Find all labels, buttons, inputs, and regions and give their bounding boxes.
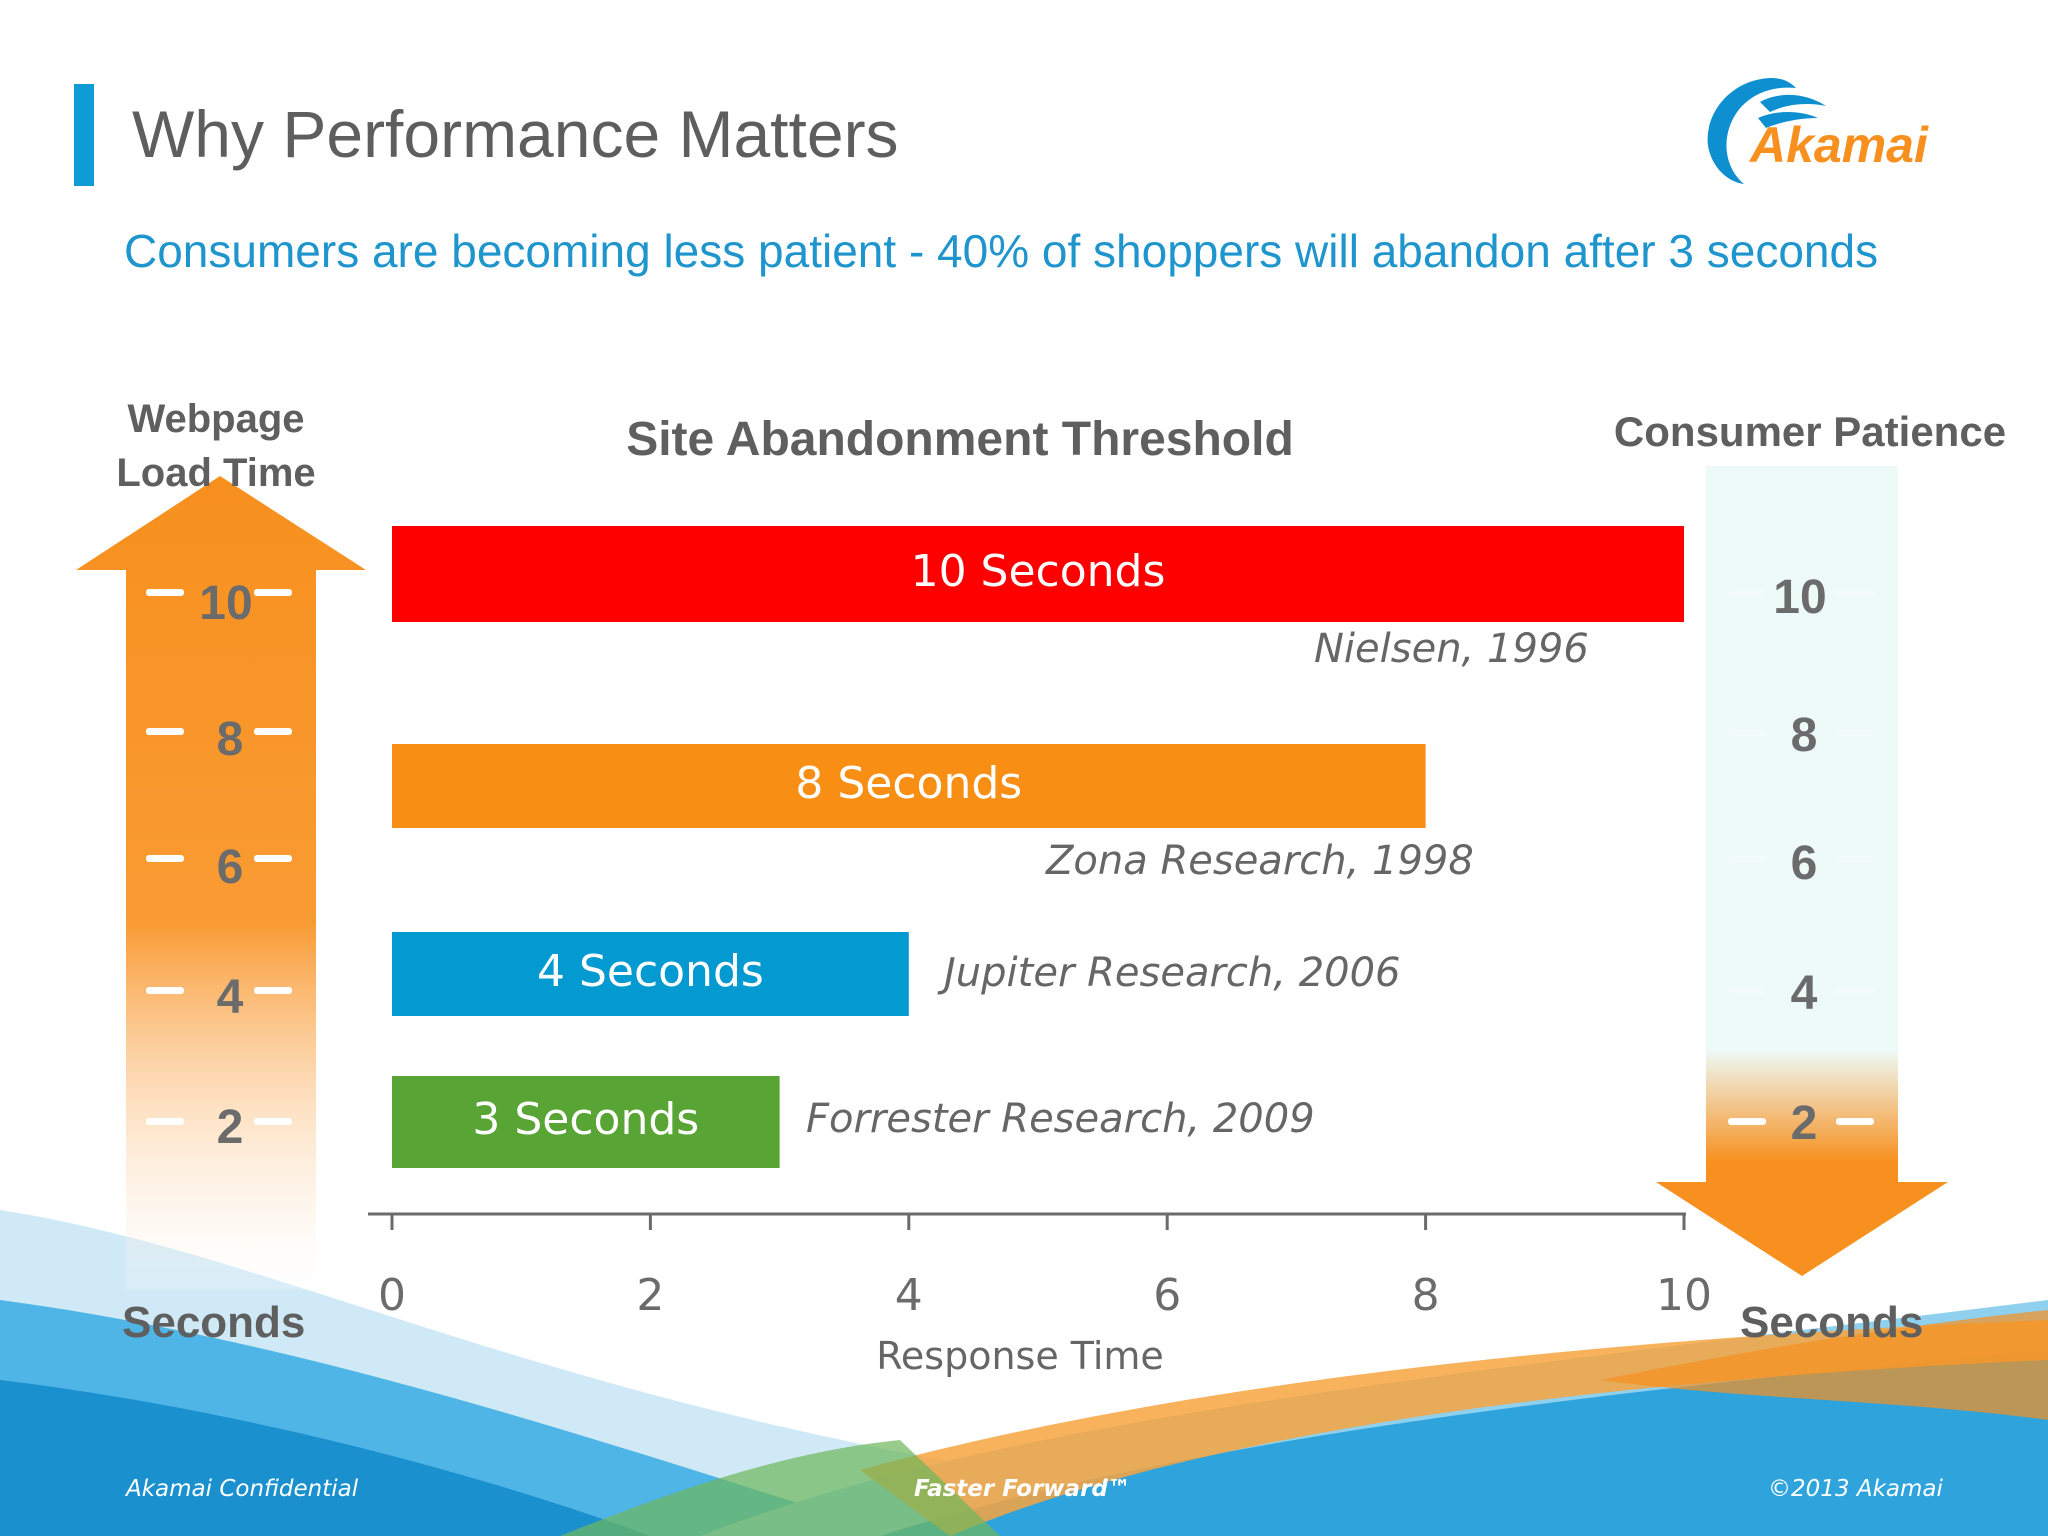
scale-dash bbox=[1836, 856, 1874, 863]
slide-subtitle: Consumers are becoming less patient - 40… bbox=[124, 225, 1879, 277]
patience-tick-8: 8 bbox=[1790, 709, 1818, 762]
scale-dash bbox=[146, 728, 184, 735]
patience-tick-10: 10 bbox=[1773, 571, 1827, 624]
scale-dash bbox=[1836, 1118, 1874, 1125]
scale-dash bbox=[1728, 1118, 1766, 1125]
x-tick-label: 2 bbox=[636, 1270, 665, 1321]
scale-dash bbox=[1836, 987, 1874, 994]
bar-3 bbox=[392, 932, 909, 1016]
patience-unit: Seconds bbox=[1740, 1298, 1924, 1347]
x-tick-label: 4 bbox=[894, 1270, 923, 1321]
x-tick-label: 10 bbox=[1656, 1270, 1712, 1321]
scale-dash bbox=[146, 1118, 184, 1125]
logo-text: Akamai bbox=[1748, 117, 1929, 173]
x-axis-label: Response Time bbox=[876, 1334, 1164, 1378]
akamai-logo: Akamai bbox=[1707, 78, 1929, 184]
consumer-patience-title: Consumer Patience bbox=[1613, 408, 2007, 455]
scale-dash bbox=[254, 589, 292, 596]
x-tick-label: 8 bbox=[1411, 1270, 1440, 1321]
bar-source-1: Nielsen, 1996 bbox=[1314, 626, 1589, 672]
scale-dash bbox=[254, 728, 292, 735]
chart-title: Site Abandonment Threshold bbox=[626, 413, 1294, 466]
scale-dash bbox=[146, 987, 184, 994]
scale-dash bbox=[254, 987, 292, 994]
slide-title: Why Performance Matters bbox=[132, 97, 899, 171]
bar-label-3: 4 Seconds bbox=[536, 946, 764, 997]
bar-label-1: 10 Seconds bbox=[910, 546, 1166, 597]
bar-label-2: 8 Seconds bbox=[795, 758, 1023, 809]
scale-dash bbox=[254, 1118, 292, 1125]
load-time-unit: Seconds bbox=[122, 1298, 306, 1347]
footer-tagline: Faster Forward™ bbox=[914, 1476, 1131, 1502]
load-time-title: Webpage Load Time bbox=[116, 397, 316, 495]
scale-dash bbox=[1836, 729, 1874, 736]
load-time-tick-8: 8 bbox=[216, 713, 244, 766]
title-accent-bar bbox=[74, 84, 94, 186]
x-tick-label: 0 bbox=[378, 1270, 406, 1321]
load-time-tick-2: 2 bbox=[216, 1101, 244, 1154]
patience-tick-6: 6 bbox=[1790, 837, 1818, 890]
bar-4 bbox=[392, 1076, 780, 1168]
scale-dash bbox=[1728, 590, 1766, 597]
bar-label-4: 3 Seconds bbox=[472, 1094, 700, 1145]
load-time-tick-6: 6 bbox=[216, 841, 244, 894]
bar-source-3: Jupiter Research, 2006 bbox=[944, 950, 1401, 996]
scale-dash bbox=[146, 589, 184, 596]
load-time-tick-10: 10 bbox=[199, 577, 253, 630]
patience-tick-2: 2 bbox=[1790, 1097, 1818, 1150]
bar-source-4: Forrester Research, 2009 bbox=[806, 1096, 1315, 1142]
bar-source-2: Zona Research, 1998 bbox=[1046, 838, 1474, 884]
x-tick-label: 6 bbox=[1153, 1270, 1182, 1321]
scale-dash bbox=[1728, 987, 1766, 994]
scale-dash bbox=[1836, 590, 1874, 597]
load-time-tick-4: 4 bbox=[216, 971, 244, 1024]
load-time-arrow bbox=[76, 476, 366, 1290]
bar-2 bbox=[392, 744, 1426, 828]
footer-copyright: ©2013 Akamai bbox=[1768, 1476, 1943, 1502]
scale-dash bbox=[1728, 856, 1766, 863]
scale-dash bbox=[1728, 729, 1766, 736]
bar-1 bbox=[392, 526, 1684, 622]
scale-dash bbox=[254, 855, 292, 862]
scale-dash bbox=[146, 855, 184, 862]
patience-arrow bbox=[1656, 466, 1948, 1276]
footer-confidential: Akamai Confidential bbox=[126, 1476, 359, 1502]
patience-tick-4: 4 bbox=[1790, 967, 1818, 1020]
